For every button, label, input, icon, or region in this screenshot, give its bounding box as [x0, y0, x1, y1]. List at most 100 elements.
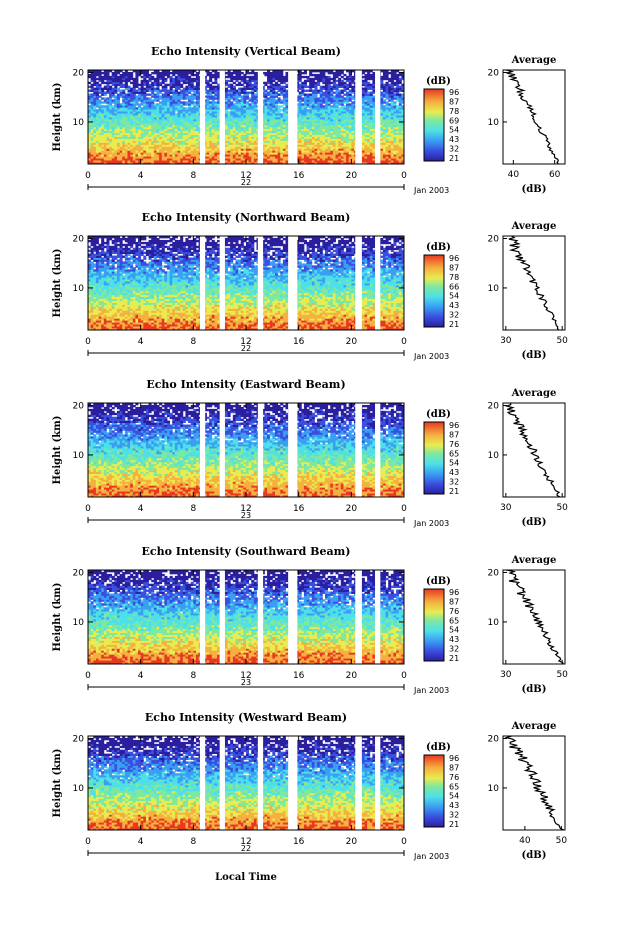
heatmap-cell	[343, 97, 346, 99]
heatmap-cell	[178, 92, 181, 94]
heatmap-cell	[246, 101, 249, 103]
heatmap-cell	[212, 86, 215, 88]
heatmap-cell	[112, 99, 115, 101]
heatmap-cell	[399, 94, 402, 96]
heatmap-cell	[346, 92, 349, 94]
heatmap-cell	[93, 88, 96, 90]
heatmap-cell	[228, 90, 231, 92]
heatmap-cell	[185, 86, 188, 88]
heatmap-cell	[280, 86, 283, 88]
heatmap-cell	[146, 80, 149, 82]
heatmap-cell	[333, 92, 336, 94]
heatmap-cell	[104, 105, 107, 107]
heatmap-cell	[159, 82, 162, 84]
heatmap-cell	[243, 86, 246, 88]
heatmap-cell	[141, 80, 144, 82]
heatmap-cell	[343, 78, 346, 80]
heatmap-cell	[146, 97, 149, 99]
heatmap-cell	[104, 92, 107, 94]
heatmap-cell	[393, 88, 396, 90]
heatmap-cell	[275, 99, 278, 101]
heatmap-cell	[233, 82, 236, 84]
heatmap-cell	[251, 84, 254, 86]
heatmap-cell	[346, 84, 349, 86]
heatmap-cell	[167, 84, 170, 86]
heatmap-cell	[180, 84, 183, 86]
heatmap-cell	[207, 90, 210, 92]
heatmap-cell	[162, 94, 165, 96]
heatmap-cell	[154, 78, 157, 80]
heatmap-cell	[362, 88, 365, 90]
heatmap-cell	[372, 95, 375, 97]
heatmap-cell	[238, 88, 241, 90]
heatmap-cell	[130, 82, 133, 84]
heatmap-cell	[267, 92, 270, 94]
heatmap-cell	[154, 94, 157, 96]
heatmap-cell	[122, 84, 125, 86]
heatmap-cell	[280, 113, 283, 115]
heatmap-cell	[286, 90, 289, 92]
heatmap-cell	[320, 86, 323, 88]
heatmap-cell	[104, 82, 107, 84]
heatmap-cell	[317, 90, 320, 92]
heatmap-cell	[101, 97, 104, 99]
heatmap-cell	[314, 82, 317, 84]
heatmap-cell	[349, 103, 352, 105]
heatmap-cell	[336, 80, 339, 82]
heatmap-cell	[380, 92, 383, 94]
heatmap-cell	[228, 111, 231, 113]
heatmap-cell	[130, 88, 133, 90]
heatmap-cell	[214, 86, 217, 88]
heatmap-cell	[191, 78, 194, 80]
heatmap-cell	[338, 107, 341, 109]
heatmap-cell	[249, 97, 252, 99]
heatmap-cell	[225, 88, 228, 90]
heatmap-cell	[209, 101, 212, 103]
heatmap-cell	[238, 99, 241, 101]
heatmap-cell	[388, 78, 391, 80]
heatmap-cell	[267, 86, 270, 88]
heatmap-cell	[175, 113, 178, 115]
heatmap-cell	[307, 90, 310, 92]
heatmap-cell	[154, 103, 157, 105]
heatmap-cell	[135, 90, 138, 92]
heatmap-cell	[112, 105, 115, 107]
heatmap-cell	[362, 80, 365, 82]
heatmap-cell	[299, 84, 302, 86]
heatmap-cell	[341, 80, 344, 82]
heatmap-cell	[128, 86, 131, 88]
heatmap-cell	[322, 86, 325, 88]
heatmap-cell	[117, 88, 120, 90]
heatmap-cell	[343, 82, 346, 84]
heatmap-cell	[120, 103, 123, 105]
heatmap-cell	[286, 84, 289, 86]
heatmap-cell	[191, 107, 194, 109]
heatmap-cell	[230, 101, 233, 103]
heatmap-cell	[125, 94, 128, 96]
heatmap-cell	[209, 84, 212, 86]
heatmap-cell	[304, 80, 307, 82]
heatmap-cell	[343, 105, 346, 107]
heatmap-cell	[149, 94, 152, 96]
heatmap-cell	[393, 82, 396, 84]
heatmap-cell	[133, 78, 136, 80]
heatmap-cell	[304, 94, 307, 96]
heatmap-cell	[188, 95, 191, 97]
heatmap-cell	[233, 103, 236, 105]
heatmap-cell	[330, 105, 333, 107]
heatmap-cell	[264, 82, 267, 84]
heatmap-cell	[193, 101, 196, 103]
heatmap-cell	[386, 82, 389, 84]
heatmap-cell	[101, 101, 104, 103]
heatmap-cell	[254, 94, 257, 96]
heatmap-cell	[235, 90, 238, 92]
heatmap-cell	[191, 94, 194, 96]
heatmap-cell	[307, 86, 310, 88]
heatmap-cell	[170, 95, 173, 97]
heatmap-cell	[399, 78, 402, 80]
heatmap-cell	[117, 94, 120, 96]
heatmap-cell	[246, 92, 249, 94]
heatmap-cell	[230, 84, 233, 86]
heatmap-cell	[388, 84, 391, 86]
heatmap-cell	[341, 90, 344, 92]
